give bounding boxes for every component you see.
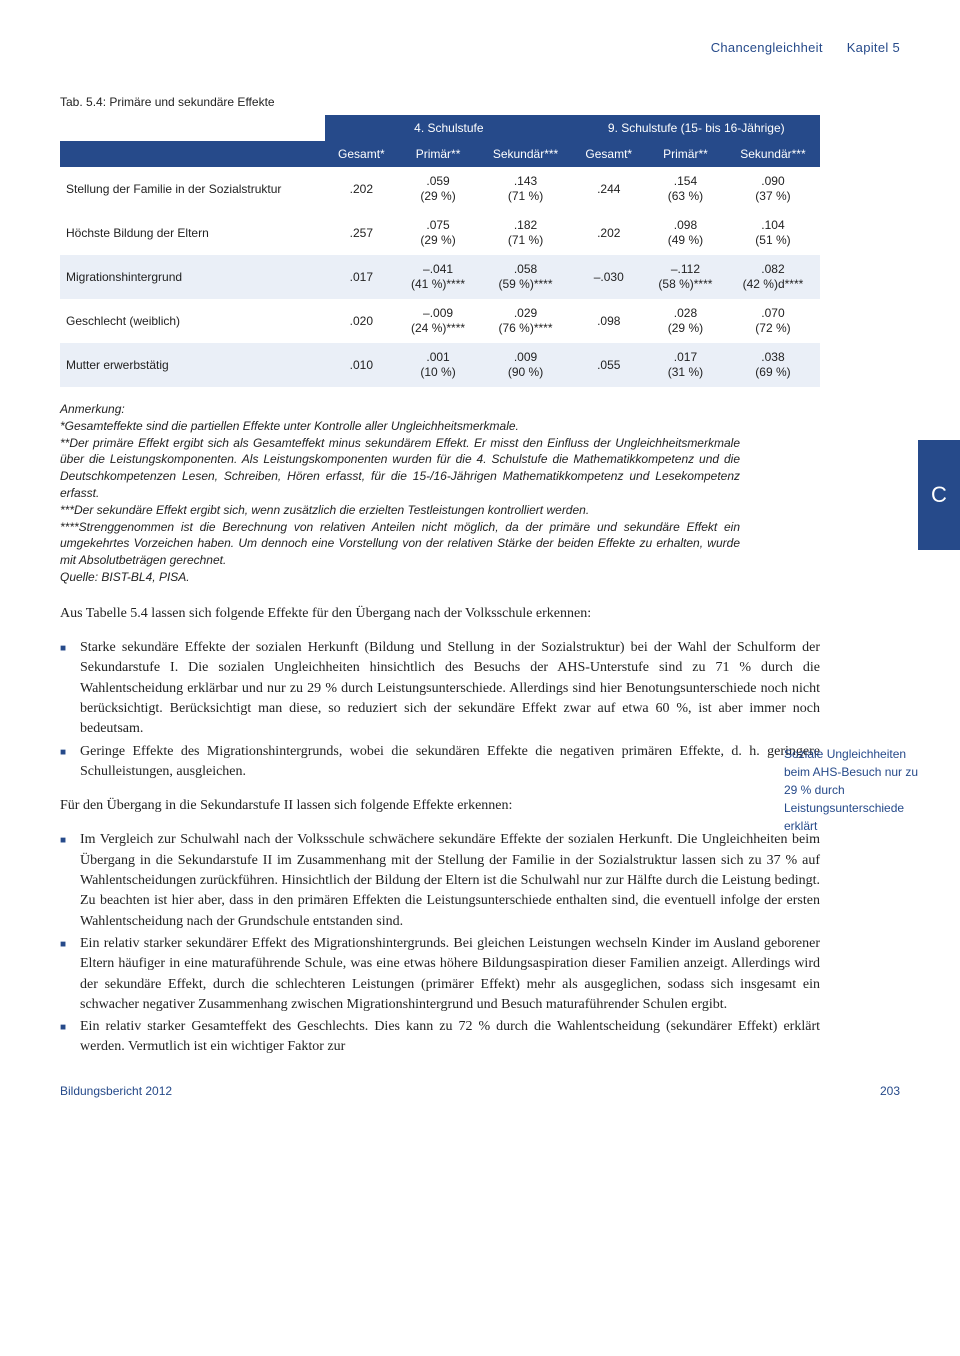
table-cell: –.041(41 %)****	[398, 255, 479, 299]
table-cell: .029(76 %)****	[479, 299, 573, 343]
table-cell: .017(31 %)	[645, 343, 726, 387]
table-cell: .082(42 %)d****	[726, 255, 820, 299]
table-cell: .202	[325, 167, 397, 211]
row-label: Höchste Bildung der Eltern	[60, 211, 325, 255]
table-cell: .028(29 %)	[645, 299, 726, 343]
table-cell: –.009(24 %)****	[398, 299, 479, 343]
table-cell: .202	[573, 211, 645, 255]
margin-note: Soziale Ungleichheiten beim AHS-Besuch n…	[784, 745, 934, 835]
table-footnote: Anmerkung: *Gesamteffekte sind die parti…	[60, 401, 740, 586]
group-header-1: 4. Schulstufe	[325, 115, 572, 141]
header-section: Chancengleichheit	[711, 40, 823, 55]
paragraph-intro-1: Aus Tabelle 5.4 lassen sich folgende Eff…	[60, 604, 820, 624]
list-item: Ein relativ starker sekundärer Effekt de…	[60, 934, 820, 1015]
effects-table: 4. Schulstufe 9. Schulstufe (15- bis 16-…	[60, 115, 820, 387]
row-label: Geschlecht (weiblich)	[60, 299, 325, 343]
footer-left: Bildungsbericht 2012	[60, 1084, 172, 1098]
sub-header: Primär**	[645, 141, 726, 167]
list-item: Geringe Effekte des Migrationshintergrun…	[60, 742, 820, 783]
sub-header: Primär**	[398, 141, 479, 167]
table-cell: .075(29 %)	[398, 211, 479, 255]
table-row: Migrationshintergrund.017–.041(41 %)****…	[60, 255, 820, 299]
group-header-2: 9. Schulstufe (15- bis 16-Jährige)	[573, 115, 820, 141]
table-cell: .244	[573, 167, 645, 211]
table-cell: .009(90 %)	[479, 343, 573, 387]
page-footer: Bildungsbericht 2012 203	[60, 1084, 900, 1098]
footer-right: 203	[880, 1084, 900, 1098]
table-cell: .059(29 %)	[398, 167, 479, 211]
row-label: Stellung der Familie in der Sozialstrukt…	[60, 167, 325, 211]
blank-header	[60, 115, 325, 141]
sub-header: Sekundär***	[726, 141, 820, 167]
row-label: Mutter erwerbstätig	[60, 343, 325, 387]
table-cell: .104(51 %)	[726, 211, 820, 255]
table-cell: .098	[573, 299, 645, 343]
table-row: Mutter erwerbstätig.010.001(10 %).009(90…	[60, 343, 820, 387]
table-cell: .017	[325, 255, 397, 299]
list-item: Ein relativ starker Gesamteffekt des Ges…	[60, 1017, 820, 1058]
table-cell: .154(63 %)	[645, 167, 726, 211]
table-cell: .143(71 %)	[479, 167, 573, 211]
table-cell: –.112(58 %)****	[645, 255, 726, 299]
bullet-list-2: Im Vergleich zur Schulwahl nach der Volk…	[60, 830, 820, 1057]
table-cell: .038(69 %)	[726, 343, 820, 387]
list-item: Starke sekundäre Effekte der sozialen He…	[60, 638, 820, 739]
table-row: Geschlecht (weiblich).020–.009(24 %)****…	[60, 299, 820, 343]
table-cell: .257	[325, 211, 397, 255]
table-cell: –.030	[573, 255, 645, 299]
list-item: Im Vergleich zur Schulwahl nach der Volk…	[60, 830, 820, 931]
sub-header: Gesamt*	[325, 141, 397, 167]
table-caption: Tab. 5.4: Primäre und sekundäre Effekte	[60, 95, 900, 109]
table-cell: .010	[325, 343, 397, 387]
table-row: Stellung der Familie in der Sozialstrukt…	[60, 167, 820, 211]
table-cell: .055	[573, 343, 645, 387]
bullet-list-1: Starke sekundäre Effekte der sozialen He…	[60, 638, 820, 782]
table-row: Höchste Bildung der Eltern.257.075(29 %)…	[60, 211, 820, 255]
chapter-tab: C	[918, 440, 960, 550]
table-group-row: 4. Schulstufe 9. Schulstufe (15- bis 16-…	[60, 115, 820, 141]
table-cell: .058(59 %)****	[479, 255, 573, 299]
paragraph-intro-2: Für den Übergang in die Sekundarstufe II…	[60, 796, 820, 816]
table-cell: .070(72 %)	[726, 299, 820, 343]
footnote-heading: Anmerkung:	[60, 402, 125, 416]
sub-header: Sekundär***	[479, 141, 573, 167]
page-header: Chancengleichheit Kapitel 5	[60, 40, 900, 55]
header-chapter: Kapitel 5	[847, 40, 900, 55]
blank-sub	[60, 141, 325, 167]
sub-header: Gesamt*	[573, 141, 645, 167]
table-cell: .182(71 %)	[479, 211, 573, 255]
table-cell: .001(10 %)	[398, 343, 479, 387]
row-label: Migrationshintergrund	[60, 255, 325, 299]
table-cell: .090(37 %)	[726, 167, 820, 211]
table-cell: .020	[325, 299, 397, 343]
table-cell: .098(49 %)	[645, 211, 726, 255]
table-sub-row: Gesamt* Primär** Sekundär*** Gesamt* Pri…	[60, 141, 820, 167]
